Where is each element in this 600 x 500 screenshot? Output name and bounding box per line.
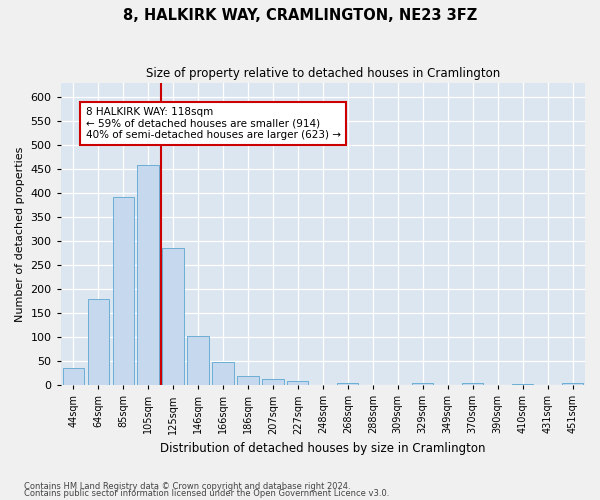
Bar bbox=[512, 384, 533, 385]
Title: Size of property relative to detached houses in Cramlington: Size of property relative to detached ho… bbox=[146, 68, 500, 80]
Bar bbox=[113, 196, 134, 385]
Bar bbox=[137, 164, 159, 385]
Text: Contains public sector information licensed under the Open Government Licence v3: Contains public sector information licen… bbox=[24, 490, 389, 498]
Bar bbox=[412, 383, 433, 385]
Bar bbox=[163, 248, 184, 385]
Text: 8, HALKIRK WAY, CRAMLINGTON, NE23 3FZ: 8, HALKIRK WAY, CRAMLINGTON, NE23 3FZ bbox=[123, 8, 477, 22]
Y-axis label: Number of detached properties: Number of detached properties bbox=[15, 146, 25, 322]
Bar bbox=[187, 336, 209, 385]
Bar bbox=[238, 376, 259, 385]
Bar bbox=[88, 299, 109, 385]
Bar bbox=[337, 382, 358, 385]
Bar bbox=[562, 383, 583, 385]
Text: 8 HALKIRK WAY: 118sqm
← 59% of detached houses are smaller (914)
40% of semi-det: 8 HALKIRK WAY: 118sqm ← 59% of detached … bbox=[86, 107, 341, 140]
Bar bbox=[262, 379, 284, 385]
Bar bbox=[287, 382, 308, 385]
Bar bbox=[462, 383, 483, 385]
Text: Contains HM Land Registry data © Crown copyright and database right 2024.: Contains HM Land Registry data © Crown c… bbox=[24, 482, 350, 491]
Bar bbox=[212, 362, 233, 385]
X-axis label: Distribution of detached houses by size in Cramlington: Distribution of detached houses by size … bbox=[160, 442, 485, 455]
Bar bbox=[62, 368, 84, 385]
